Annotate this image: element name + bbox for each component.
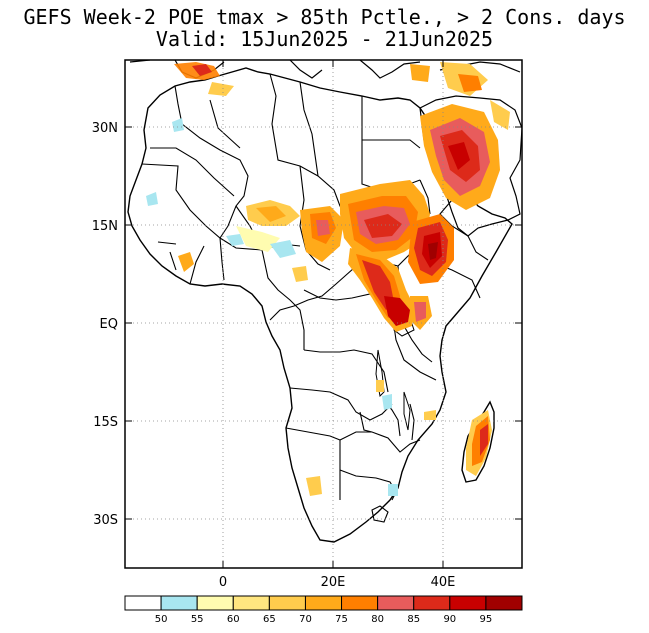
colorbar-label: 80 [371,614,384,625]
lon-label-40e: 40E [431,575,456,590]
colorbar-swatch [485,595,523,611]
colorbar-label: 50 [155,614,168,625]
lon-axis [222,60,444,568]
colorbar-swatch [449,595,487,611]
colorbar-label: 60 [227,614,240,625]
colorbar-swatch [377,595,415,611]
colorbar-label: 85 [407,614,420,625]
colorbar-swatch [268,595,306,611]
lat-axis [125,126,522,520]
lon-label-20e: 20E [321,575,346,590]
grid-lines [125,60,522,568]
colorbar-label: 75 [335,614,348,625]
map-title-line1: GEFS Week-2 POE tmax > 85th Pctle., > 2 … [23,5,626,29]
country-borders [141,73,489,523]
colorbar-swatch [304,595,343,611]
colorbar-label: 70 [299,614,312,625]
lat-label-eq: EQ [100,317,118,332]
colorbar-swatch [160,595,198,611]
colorbar-swatch [232,595,270,611]
colorbar-swatch [196,595,234,611]
colorbar-swatch [124,595,162,611]
lat-label-15n: 15N [92,219,118,234]
colorbar-label: 65 [263,614,276,625]
colorbar-label: 90 [443,614,456,625]
colorbar: 50 55 60 65 70 75 80 85 90 95 [124,595,523,625]
colorbar-swatch [413,595,451,611]
colorbar-swatch [341,595,379,611]
colorbar-label: 95 [480,614,493,625]
lon-label-0: 0 [219,575,227,590]
probability-shading [146,62,510,496]
lat-label-15s: 15S [93,415,118,430]
map-frame [124,59,523,569]
lat-label-30n: 30N [92,121,118,136]
colorbar-label: 55 [191,614,204,625]
africa-outline [127,67,513,543]
lat-label-30s: 30S [93,513,118,528]
map-title-line2: Valid: 15Jun2025 - 21Jun2025 [155,27,494,51]
